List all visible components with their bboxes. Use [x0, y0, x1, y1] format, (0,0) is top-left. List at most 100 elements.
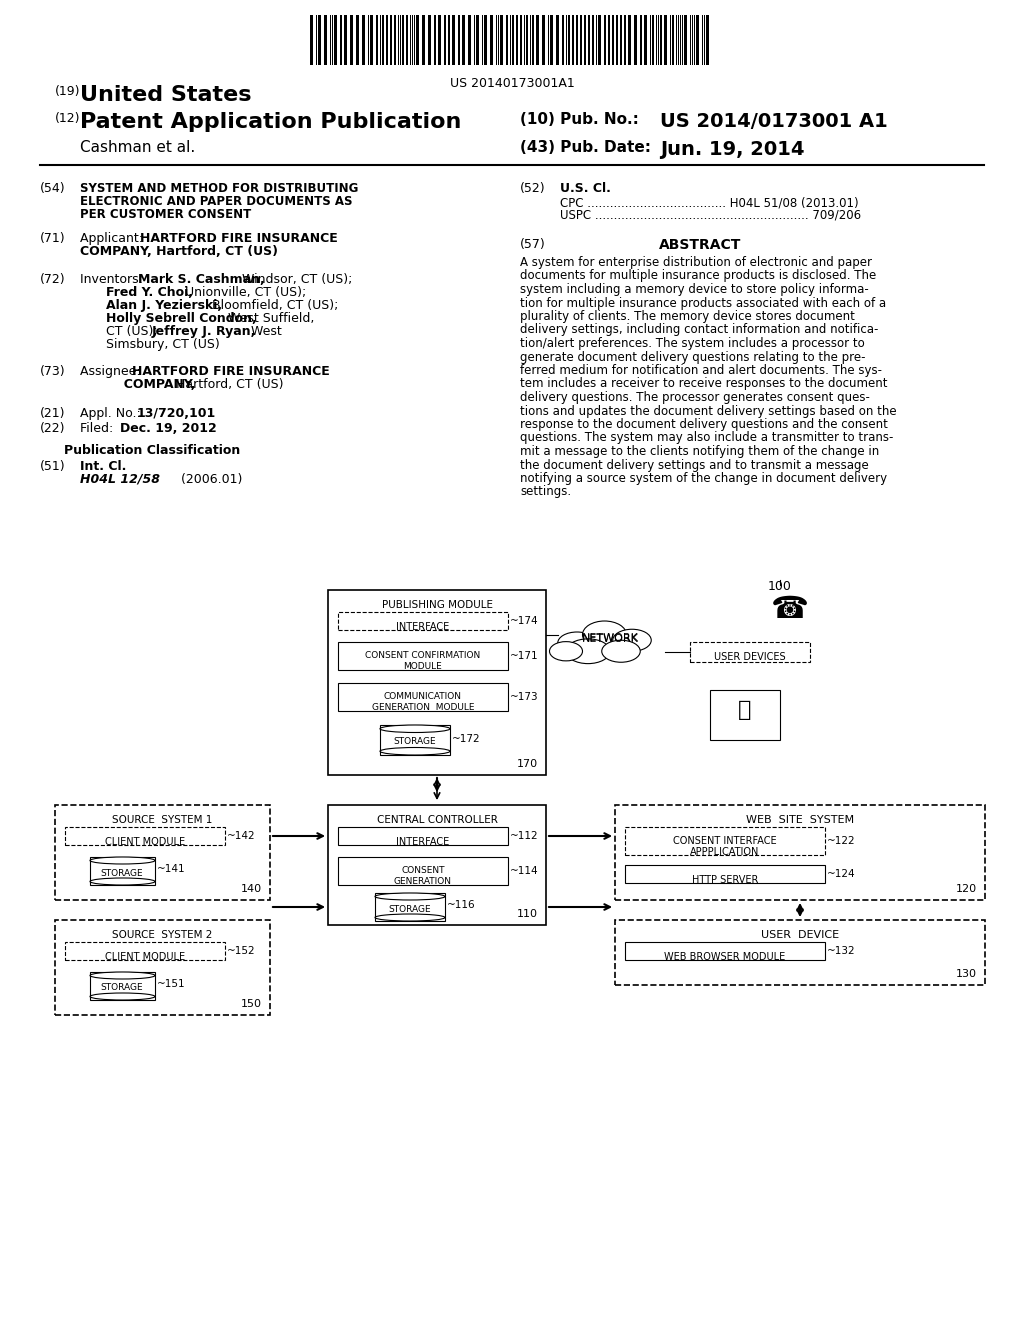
Bar: [556, 15, 559, 65]
Bar: [562, 15, 564, 65]
Bar: [380, 725, 450, 755]
Bar: [568, 15, 570, 65]
Text: tion/alert preferences. The system includes a processor to: tion/alert preferences. The system inclu…: [520, 337, 864, 350]
Bar: [318, 15, 321, 65]
Bar: [624, 15, 626, 65]
Bar: [376, 15, 378, 65]
Text: West: West: [247, 325, 282, 338]
Bar: [696, 15, 699, 65]
Text: CT (US);: CT (US);: [106, 325, 162, 338]
Text: ~112: ~112: [510, 832, 539, 841]
Bar: [684, 15, 687, 65]
Text: 120: 120: [955, 884, 977, 894]
Ellipse shape: [375, 913, 445, 921]
Bar: [710, 690, 780, 741]
Text: (57): (57): [520, 238, 546, 251]
Text: CLIENT MODULE: CLIENT MODULE: [104, 952, 185, 962]
Bar: [644, 15, 647, 65]
Bar: [324, 15, 327, 65]
Text: ~152: ~152: [227, 946, 256, 956]
Bar: [370, 15, 373, 65]
Text: STORAGE: STORAGE: [389, 904, 431, 913]
Bar: [350, 15, 353, 65]
Text: SOURCE  SYSTEM 2: SOURCE SYSTEM 2: [113, 931, 213, 940]
Text: 140: 140: [241, 884, 262, 894]
Text: 13/720,101: 13/720,101: [137, 407, 216, 420]
Bar: [65, 942, 225, 960]
Bar: [338, 642, 508, 671]
Bar: [588, 15, 590, 65]
Text: ~116: ~116: [447, 900, 475, 909]
Bar: [434, 15, 436, 65]
Bar: [625, 828, 825, 855]
Bar: [490, 15, 493, 65]
Bar: [362, 15, 365, 65]
Bar: [394, 15, 396, 65]
Ellipse shape: [612, 630, 651, 651]
Bar: [55, 805, 270, 900]
Bar: [575, 15, 578, 65]
Text: the document delivery settings and to transmit a message: the document delivery settings and to tr…: [520, 458, 868, 471]
Bar: [672, 15, 674, 65]
Text: ferred medium for notification and alert documents. The sys-: ferred medium for notification and alert…: [520, 364, 882, 378]
Text: WEB  SITE  SYSTEM: WEB SITE SYSTEM: [745, 814, 854, 825]
Text: (52): (52): [520, 182, 546, 195]
Text: delivery questions. The processor generates consent ques-: delivery questions. The processor genera…: [520, 391, 869, 404]
Bar: [608, 15, 610, 65]
Text: H04L 12/58: H04L 12/58: [80, 473, 160, 486]
Text: tem includes a receiver to receive responses to the document: tem includes a receiver to receive respo…: [520, 378, 888, 391]
Bar: [390, 15, 392, 65]
Text: CLIENT MODULE: CLIENT MODULE: [104, 837, 185, 847]
Text: Jeffrey J. Ryan,: Jeffrey J. Ryan,: [152, 325, 256, 338]
Text: ~132: ~132: [827, 946, 856, 956]
Bar: [690, 642, 810, 663]
Text: STORAGE: STORAGE: [100, 869, 143, 878]
Bar: [604, 15, 606, 65]
Text: Appl. No.:: Appl. No.:: [80, 407, 144, 420]
Text: SYSTEM AND METHOD FOR DISTRIBUTING: SYSTEM AND METHOD FOR DISTRIBUTING: [80, 182, 358, 195]
Text: (12): (12): [55, 112, 81, 125]
Bar: [620, 15, 622, 65]
Text: (10) Pub. No.:: (10) Pub. No.:: [520, 112, 639, 127]
Bar: [458, 15, 460, 65]
Text: 130: 130: [956, 969, 977, 979]
Text: West Suffield,: West Suffield,: [224, 312, 314, 325]
Text: PER CUSTOMER CONSENT: PER CUSTOMER CONSENT: [80, 209, 251, 220]
Text: 170: 170: [517, 759, 538, 770]
Bar: [340, 15, 342, 65]
Text: documents for multiple insurance products is disclosed. The: documents for multiple insurance product…: [520, 269, 877, 282]
Ellipse shape: [90, 878, 155, 884]
Bar: [476, 15, 479, 65]
Bar: [520, 15, 522, 65]
Text: SOURCE  SYSTEM 1: SOURCE SYSTEM 1: [113, 814, 213, 825]
Text: MODULE: MODULE: [403, 663, 442, 671]
Text: ELECTRONIC AND PAPER DOCUMENTS AS: ELECTRONIC AND PAPER DOCUMENTS AS: [80, 195, 352, 209]
Text: (54): (54): [40, 182, 66, 195]
Text: ~172: ~172: [452, 734, 480, 744]
Ellipse shape: [380, 725, 450, 733]
Bar: [628, 15, 631, 65]
Text: INTERFACE: INTERFACE: [396, 837, 450, 847]
Bar: [500, 15, 503, 65]
Bar: [338, 857, 508, 884]
Bar: [625, 865, 825, 883]
Ellipse shape: [566, 639, 610, 664]
Ellipse shape: [558, 632, 596, 653]
Bar: [386, 15, 388, 65]
Bar: [612, 15, 614, 65]
Text: CONSENT CONFIRMATION: CONSENT CONFIRMATION: [366, 651, 480, 660]
Bar: [516, 15, 518, 65]
Text: (22): (22): [40, 422, 66, 436]
Bar: [338, 828, 508, 845]
Text: (72): (72): [40, 273, 66, 286]
Ellipse shape: [550, 642, 583, 661]
Text: delivery settings, including contact information and notifica-: delivery settings, including contact inf…: [520, 323, 879, 337]
Text: ~174: ~174: [510, 616, 539, 626]
Text: GENERATION: GENERATION: [394, 876, 452, 886]
Bar: [338, 682, 508, 711]
Bar: [598, 15, 601, 65]
Text: Assignee:: Assignee:: [80, 366, 144, 378]
Text: Simsbury, CT (US): Simsbury, CT (US): [106, 338, 220, 351]
Bar: [416, 15, 419, 65]
Bar: [382, 15, 384, 65]
